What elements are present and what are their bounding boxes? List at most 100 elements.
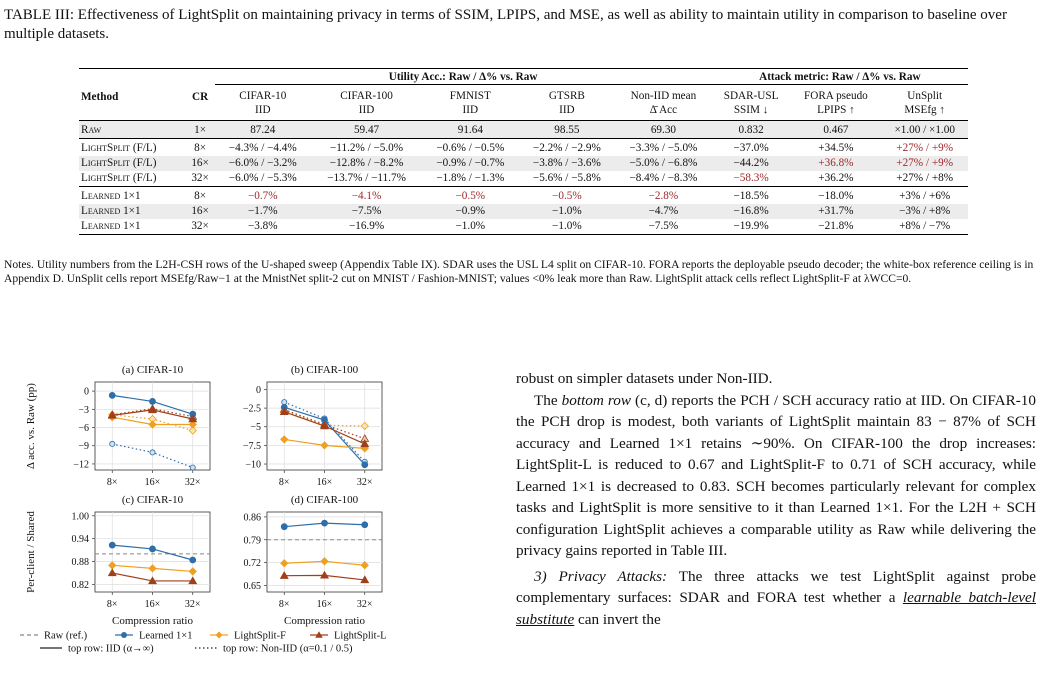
lightsplit-l-iid-point: [188, 414, 198, 423]
col-header-6: Non-IID mean: [630, 89, 697, 102]
paragraph-2: 3) Privacy Attacks: The three attacks we…: [516, 567, 1037, 628]
table-cell: −2.2% / −2.9%: [518, 137, 616, 156]
table-cell: −4.3% / −4.4%: [214, 137, 312, 156]
learned-point: [149, 545, 156, 553]
table-cell: −3.8%: [214, 218, 312, 235]
table-row: LightSplit (F/L) 16× −6.0% / −3.2% −12.8% /…: [79, 155, 968, 171]
table-cell: −0.7%: [214, 185, 312, 204]
x-tick-label: 8×: [279, 477, 290, 488]
row-method: LightSplit (F/L): [79, 155, 186, 171]
x-tick-label: 8×: [107, 477, 118, 488]
legend-label: LightSplit-L: [334, 631, 387, 642]
legend-label: Learned 1×1: [139, 631, 192, 642]
table-cell: −7.5%: [311, 203, 423, 219]
x-tick-label: 32×: [357, 599, 373, 610]
col-header-0: Method: [81, 90, 119, 103]
lightsplit-f-iid-point: [188, 420, 197, 429]
table-cell: −16.9%: [311, 218, 423, 235]
lightsplit-f-point: [188, 567, 197, 576]
y-tick-label: 0: [84, 387, 89, 398]
table-row: Learned 1×1 32× −3.8% −16.9% −1.0% −1.0% −7.5%…: [79, 218, 968, 235]
table-cell: 8×: [185, 137, 215, 156]
learned-point: [321, 519, 328, 527]
y-tick-label: 0.79: [244, 535, 262, 546]
lightsplit-l-iid-point: [279, 407, 289, 416]
lightsplit-f-point: [148, 564, 157, 573]
col-header-9: UnSplit: [907, 89, 943, 102]
table-cell: ×1.00 / ×1.00: [881, 119, 968, 138]
x-tick-label: 16×: [145, 477, 161, 488]
y-axis-label-top: Δ acc. vs. Raw (pp): [25, 383, 37, 469]
lightsplit-l-point: [107, 568, 117, 577]
table-cell: +8% / −7%: [881, 218, 968, 235]
body-text: robust on simpler datasets under Non-IID…: [516, 368, 1036, 630]
table-cell: 32×: [185, 218, 215, 235]
col-header-8: FORA pseudo: [804, 89, 868, 102]
y-axis-label-bottom: Per-client / Shared: [25, 511, 37, 593]
table-cell: −1.7%: [214, 203, 312, 219]
lightsplit-f-point: [280, 559, 289, 568]
table-cell: −0.6% / −0.5%: [422, 137, 519, 156]
table-cell: −37.0%: [711, 137, 791, 156]
table-cell: −18.5%: [711, 185, 791, 204]
y-tick-label: −12: [73, 459, 89, 470]
y-tick-label: −6: [78, 423, 89, 434]
table-cell: −6.0% / −5.3%: [228, 171, 297, 184]
col-subheader-7: SSIM ↓: [733, 103, 769, 116]
x-tick-label: 16×: [317, 599, 333, 610]
y-tick-label: −5: [250, 422, 261, 433]
x-tick-label: 8×: [279, 599, 290, 610]
table-cell: −3% / +8%: [881, 203, 968, 219]
row-method: Raw: [79, 119, 186, 138]
col-header-1: CR: [191, 90, 209, 103]
table-cell: +36.2%: [818, 171, 854, 184]
learned-iid-point: [149, 398, 156, 405]
table-cell: −58.3%: [733, 171, 769, 184]
table-cell: 59.47: [311, 119, 423, 138]
learned-iid-point: [108, 391, 116, 399]
table-cell: −12.8% / −8.2%: [311, 155, 423, 171]
table-cell: 0.832: [711, 119, 791, 138]
paragraph-0: robust on simpler datasets under Non-IID…: [516, 370, 773, 387]
table-header-group-row: Utility Acc.: Raw / Δ% vs. Raw Attack me…: [79, 68, 968, 85]
table-cell: +31.7%: [790, 203, 882, 219]
x-tick-label: 16×: [317, 477, 333, 488]
table-cell: 8×: [185, 185, 215, 204]
lightsplit-f-point: [108, 561, 117, 570]
lightsplit-f-point: [320, 557, 329, 566]
lightsplit-l-iid-point: [360, 439, 370, 448]
learned-noniid-point: [109, 440, 116, 447]
lightsplit-f-noniid-point: [188, 426, 197, 435]
y-tick-label: −2.5: [243, 404, 261, 415]
table-cell: −1.8% / −1.3%: [436, 171, 505, 184]
table-row: LightSplit (F/L) 8× −4.3% / −4.4% −11.2% / …: [79, 137, 968, 156]
table-cell: −5.0% / −6.8%: [615, 155, 712, 171]
col-subheader-5: IID: [559, 103, 575, 116]
x-tick-label: 16×: [145, 599, 161, 610]
table-cell: −11.2% / −5.0%: [311, 137, 423, 156]
table-cell: 87.24: [214, 119, 312, 138]
legend-marker: [121, 632, 127, 638]
table-cell: +34.5%: [790, 137, 882, 156]
x-axis-label: Compression ratio: [284, 615, 365, 627]
table-cell: 69.30: [615, 119, 712, 138]
y-tick-label: 0.82: [72, 580, 90, 591]
col-subheader-0: [79, 104, 186, 121]
table-cell: −16.8%: [711, 203, 791, 219]
panel-title: (a) CIFAR-10: [122, 364, 184, 376]
table-notes: Notes. Utility numbers from the L2H-CSH …: [4, 258, 1034, 285]
table-cell: −7.5%: [615, 218, 712, 235]
results-table: Utility Acc.: Raw / Δ% vs. Raw Attack me…: [79, 68, 968, 235]
table-cell: −19.9%: [711, 218, 791, 235]
y-tick-label: −3: [78, 405, 89, 416]
table-cell: −5.6% / −5.8%: [532, 171, 601, 184]
learned-point: [108, 541, 116, 549]
table-row: Raw 1× 87.24 59.47 91.64 98.55 69.30 0.832 0.467…: [79, 119, 968, 138]
y-tick-label: −9: [78, 441, 89, 452]
col-subheader-9: MSEfg ↑: [904, 103, 946, 116]
lightsplit-l-point: [320, 570, 329, 579]
table-cell: +27% / +9%: [881, 155, 968, 171]
table-caption: TABLE III: Effectiveness of LightSplit o…: [4, 7, 1007, 42]
col-subheader-2: IID: [255, 103, 271, 116]
table-cell: +27% / +9%: [881, 137, 968, 156]
